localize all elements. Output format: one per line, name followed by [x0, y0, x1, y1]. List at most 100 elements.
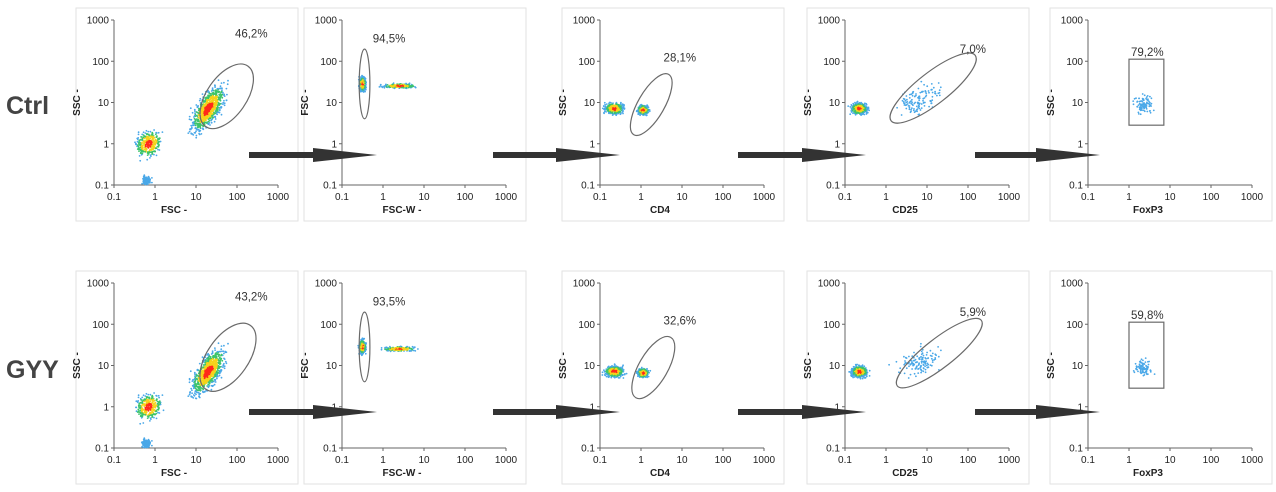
event-dot — [931, 95, 934, 98]
gate-percent: 28,1% — [664, 52, 697, 64]
event-dot — [219, 96, 222, 98]
event-dot — [865, 107, 868, 110]
event-dot — [930, 102, 933, 105]
event-dot — [863, 111, 866, 113]
event-dot — [918, 99, 921, 102]
event-dot — [924, 90, 927, 92]
x-tick-label: 1 — [1126, 192, 1132, 203]
event-dot — [138, 150, 140, 153]
event-dot — [911, 92, 914, 95]
event-dot — [204, 370, 207, 373]
event-dot — [1141, 109, 1143, 112]
event-dot — [217, 367, 220, 369]
event-dot — [139, 422, 142, 425]
event-dot — [137, 394, 140, 397]
event-dot — [195, 393, 197, 396]
event-dot — [211, 350, 214, 353]
event-dot — [155, 410, 158, 412]
event-dot — [1136, 101, 1138, 103]
event-dot — [196, 368, 199, 371]
event-dot — [195, 136, 198, 139]
event-dot — [145, 392, 148, 395]
event-dot — [214, 110, 217, 112]
event-dot — [144, 132, 147, 135]
event-dot — [208, 362, 211, 364]
event-dot — [141, 147, 144, 150]
event-dot — [210, 388, 213, 391]
event-dot — [189, 370, 192, 373]
event-dot — [1136, 105, 1139, 108]
y-tick-label: 100 — [578, 57, 595, 68]
event-dot — [905, 107, 908, 110]
event-dot — [158, 396, 161, 399]
y-tick-label: 100 — [320, 57, 337, 68]
y-axis-label: SSC - — [1046, 89, 1057, 116]
event-dot — [918, 102, 921, 105]
event-dot — [146, 138, 149, 141]
x-tick-label: 10 — [921, 192, 933, 203]
event-dot — [145, 396, 148, 399]
event-dot — [645, 111, 647, 114]
gate-percent: 94,5% — [373, 34, 406, 46]
y-tick-label: 1 — [103, 139, 109, 150]
y-tick-label: 0.1 — [1069, 181, 1083, 192]
event-dot — [153, 129, 156, 131]
x-tick-label: 10 — [190, 192, 202, 203]
event-dot — [1142, 99, 1145, 102]
event-dot — [203, 377, 206, 380]
event-dot — [937, 82, 940, 84]
row-label-ctrl: Ctrl — [6, 92, 49, 120]
event-dot — [213, 97, 215, 99]
event-dot — [405, 82, 408, 85]
event-dot — [197, 112, 200, 115]
event-dot — [386, 85, 388, 88]
event-dot — [199, 389, 202, 391]
event-dot — [361, 86, 364, 89]
event-dot — [157, 408, 160, 411]
event-dot — [223, 352, 225, 355]
event-dot — [214, 353, 217, 356]
event-dot — [214, 103, 217, 105]
event-dot — [221, 93, 224, 96]
event-dot — [212, 375, 215, 377]
event-dot — [614, 108, 617, 111]
event-dot — [206, 101, 209, 104]
event-dot — [195, 104, 198, 106]
event-dot — [850, 107, 853, 110]
event-dot — [211, 373, 214, 376]
event-dot — [144, 413, 147, 416]
event-dot — [150, 141, 153, 144]
event-dot — [218, 111, 221, 114]
event-dot — [210, 365, 212, 368]
event-dot — [150, 136, 153, 138]
event-dot — [193, 371, 196, 374]
event-dot — [144, 398, 147, 401]
event-dot — [155, 154, 158, 157]
y-tick-label: 100 — [92, 320, 109, 331]
x-tick-label: 1000 — [1241, 192, 1264, 203]
y-tick-label: 10 — [98, 361, 110, 372]
event-dot — [148, 182, 151, 184]
event-dot — [207, 386, 210, 389]
event-dot — [140, 416, 143, 419]
x-tick-label: 100 — [715, 192, 732, 203]
event-dot — [361, 74, 363, 77]
event-dot — [917, 87, 920, 90]
event-dot — [219, 106, 221, 109]
event-dot — [148, 151, 150, 154]
event-dot — [1132, 100, 1135, 102]
event-dot — [139, 411, 142, 414]
event-dot — [141, 139, 144, 141]
event-dot — [206, 98, 209, 101]
event-dot — [204, 99, 207, 101]
event-dot — [158, 143, 160, 146]
event-dot — [619, 102, 622, 105]
event-dot — [139, 406, 142, 409]
event-dot — [154, 405, 156, 408]
event-dot — [189, 391, 191, 394]
event-dot — [194, 119, 197, 122]
event-dot — [218, 354, 220, 357]
event-dot — [144, 395, 147, 397]
event-dot — [218, 359, 221, 362]
event-dot — [912, 109, 915, 112]
